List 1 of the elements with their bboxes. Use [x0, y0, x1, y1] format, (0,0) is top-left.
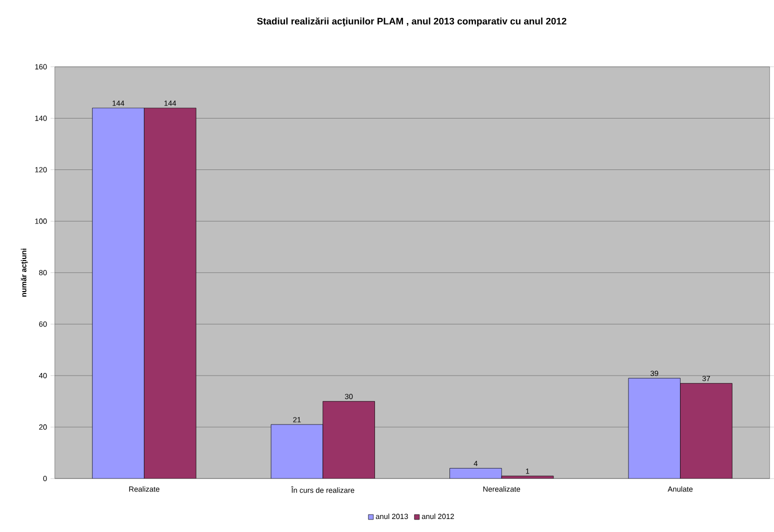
- chart-title: Stadiul realizării acţiunilor PLAM , anul 2013 comparativ cu anul 2012: [257, 17, 566, 26]
